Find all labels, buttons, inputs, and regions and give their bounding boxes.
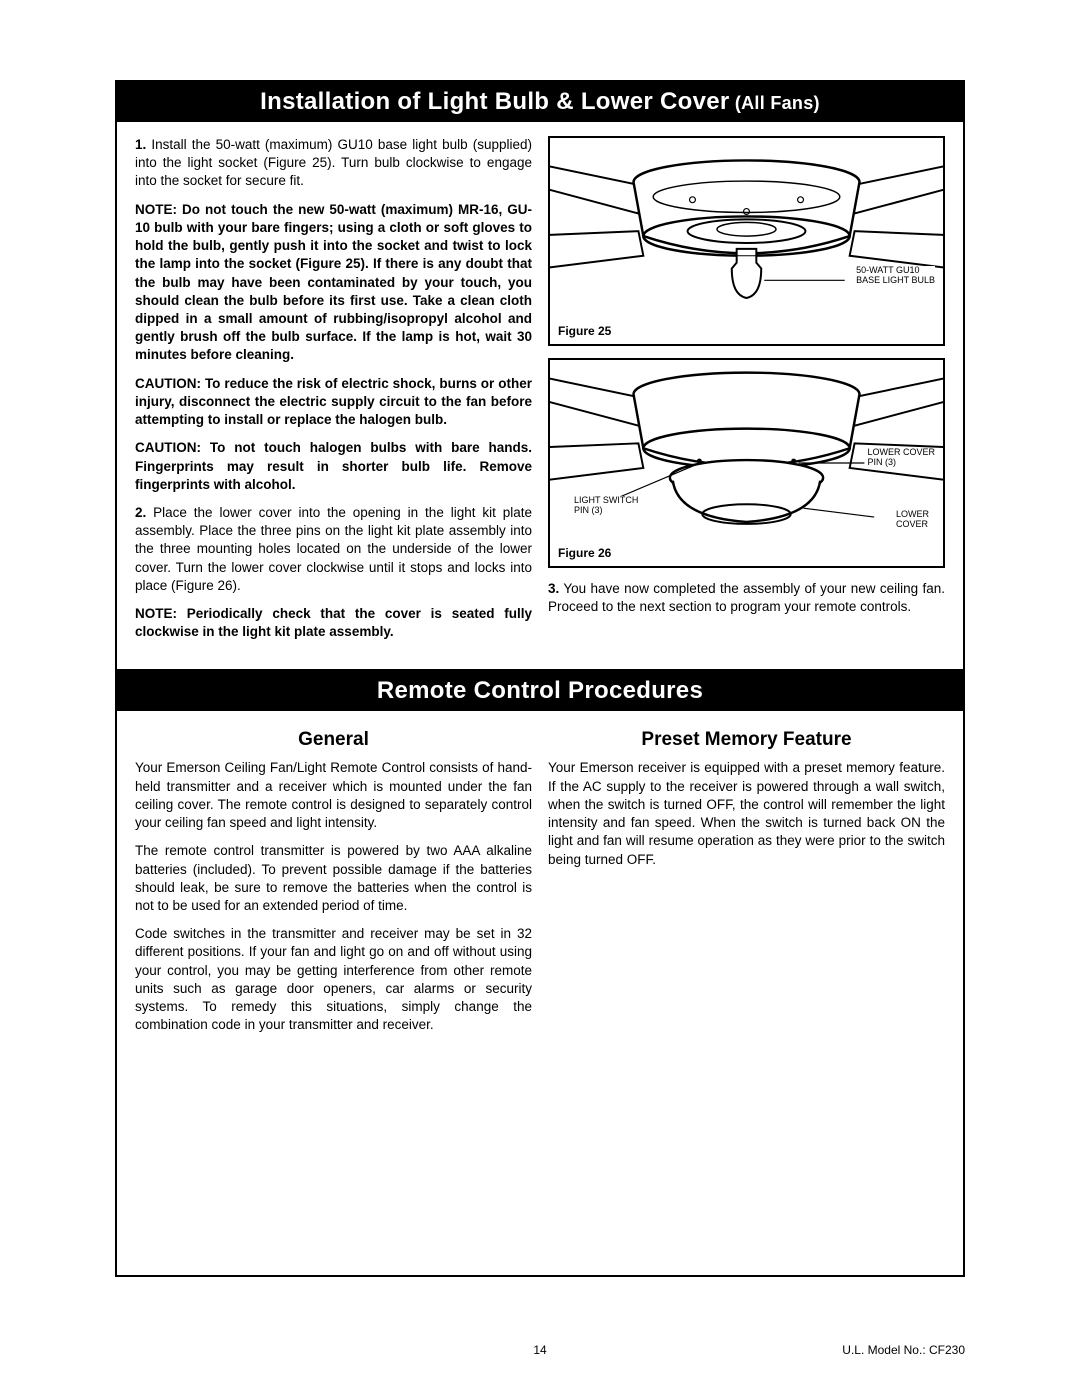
preset-column: Preset Memory Feature Your Emerson recei…: [548, 725, 945, 1044]
figure-25-label: Figure 25: [558, 324, 611, 338]
section1-body: 1. Install the 50-watt (maximum) GU10 ba…: [117, 122, 963, 669]
section2-title: Remote Control Procedures: [377, 677, 703, 704]
note-2-text: Periodically check that the cover is sea…: [135, 606, 532, 639]
section2: Remote Control Procedures General Your E…: [117, 669, 963, 1274]
fig26-ls-pin-l2: PIN (3): [574, 505, 603, 515]
preset-heading: Preset Memory Feature: [548, 729, 945, 751]
step-1-number: 1.: [135, 137, 146, 152]
note-2: NOTE: Periodically check that the cover …: [135, 605, 532, 641]
step-3-number: 3.: [548, 581, 559, 596]
general-column: General Your Emerson Ceiling Fan/Light R…: [135, 725, 532, 1044]
step-2-number: 2.: [135, 505, 146, 520]
fig26-ls-pin-l1: LIGHT SWITCH: [574, 495, 638, 505]
fig26-lc-pin-l2: PIN (3): [867, 457, 896, 467]
section1-title-main: Installation of Light Bulb & Lower Cover: [260, 88, 729, 115]
figure-25-callout-bulb-l2: BASE LIGHT BULB: [856, 275, 935, 285]
figure-25-callout-bulb: 50-WATT GU10 BASE LIGHT BULB: [856, 266, 935, 286]
note-1-label: NOTE:: [135, 202, 182, 217]
step-3: 3. You have now completed the assembly o…: [548, 580, 945, 616]
page-number: 14: [533, 1343, 546, 1357]
step-2: 2. Place the lower cover into the openin…: [135, 504, 532, 595]
figure-25-svg: [550, 138, 943, 344]
caution-1-label: CAUTION:: [135, 376, 205, 391]
caution-2: CAUTION: To not touch halogen bulbs with…: [135, 439, 532, 494]
fig26-lc-l2: COVER: [896, 519, 928, 529]
section1-title-sub: (All Fans): [730, 93, 820, 113]
figure-25: 50-WATT GU10 BASE LIGHT BULB Figure 25: [548, 136, 945, 346]
caution-2-label: CAUTION:: [135, 440, 210, 455]
general-p1: Your Emerson Ceiling Fan/Light Remote Co…: [135, 759, 532, 832]
figure-25-callout-bulb-l1: 50-WATT GU10: [856, 265, 919, 275]
figure-26-callout-lower-cover: LOWER COVER: [896, 510, 929, 530]
step-2-text: Place the lower cover into the opening i…: [135, 505, 532, 593]
fig26-lc-l1: LOWER: [896, 509, 929, 519]
step-1-text: Install the 50-watt (maximum) GU10 base …: [135, 137, 532, 188]
section2-header: Remote Control Procedures: [117, 671, 963, 711]
caution-1: CAUTION: To reduce the risk of electric …: [135, 375, 532, 430]
model-number: U.L. Model No.: CF230: [842, 1343, 965, 1357]
general-p3: Code switches in the transmitter and rec…: [135, 925, 532, 1034]
figure-26: LOWER COVER PIN (3) LIGHT SWITCH PIN (3)…: [548, 358, 945, 568]
figure-26-callout-lower-cover-pin: LOWER COVER PIN (3): [867, 448, 935, 468]
preset-p1: Your Emerson receiver is equipped with a…: [548, 759, 945, 868]
figure-26-label: Figure 26: [558, 546, 611, 560]
note-1: NOTE: Do not touch the new 50-watt (maxi…: [135, 201, 532, 365]
section1-right-column: 50-WATT GU10 BASE LIGHT BULB Figure 25: [548, 136, 945, 651]
step-3-text: You have now completed the assembly of y…: [548, 581, 945, 614]
step-1: 1. Install the 50-watt (maximum) GU10 ba…: [135, 136, 532, 191]
note-1-text: Do not touch the new 50-watt (maximum) M…: [135, 202, 532, 363]
manual-page: Installation of Light Bulb & Lower Cover…: [115, 80, 965, 1277]
note-2-label: NOTE:: [135, 606, 187, 621]
fig26-lc-pin-l1: LOWER COVER: [867, 447, 935, 457]
general-heading: General: [135, 729, 532, 751]
general-p2: The remote control transmitter is powere…: [135, 842, 532, 915]
section1-left-column: 1. Install the 50-watt (maximum) GU10 ba…: [135, 136, 532, 651]
figure-26-callout-light-switch-pin: LIGHT SWITCH PIN (3): [574, 496, 638, 516]
page-footer: 14 U.L. Model No.: CF230: [115, 1343, 965, 1357]
section1-header: Installation of Light Bulb & Lower Cover…: [117, 82, 963, 122]
